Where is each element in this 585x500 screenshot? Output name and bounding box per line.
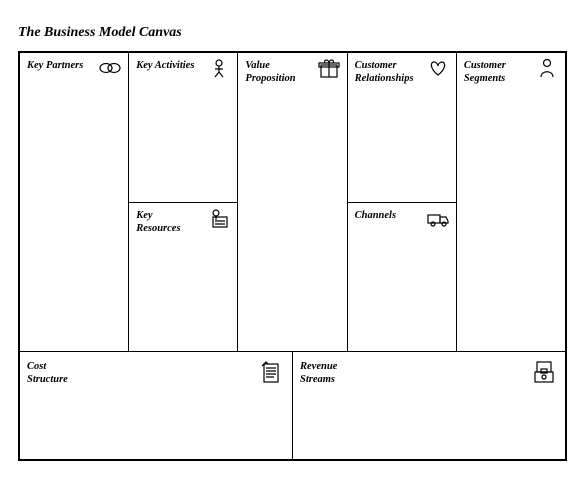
box-revenue-streams: Revenue Streams (293, 352, 565, 459)
label-customer-segments: Customer Segments (464, 59, 524, 85)
resource-icon (205, 207, 233, 229)
label-key-resources: Key Resources (136, 209, 196, 235)
col-relationships-channels: Customer Relationships Channels (348, 53, 457, 351)
cash-icon (529, 358, 557, 386)
label-customer-relationships: Customer Relationships (355, 59, 415, 85)
label-key-activities: Key Activities (136, 59, 196, 72)
bottom-section: Cost Structure Revenue Streams (20, 351, 565, 459)
col-value-proposition: Value Proposition (238, 53, 347, 351)
box-key-partners: Key Partners (20, 53, 128, 351)
box-customer-segments: Customer Segments (457, 53, 565, 351)
business-model-canvas: Key Partners Key Activities (18, 51, 567, 461)
col-customer-segments: Customer Segments (457, 53, 565, 351)
person-icon (533, 57, 561, 79)
col-key-partners: Key Partners (20, 53, 129, 351)
box-cost-structure: Cost Structure (20, 352, 293, 459)
label-revenue-streams: Revenue Streams (300, 360, 360, 386)
box-channels: Channels (348, 203, 456, 352)
canvas-title: The Business Model Canvas (18, 25, 567, 41)
link-icon (96, 57, 124, 79)
box-key-resources: Key Resources (129, 203, 237, 352)
activity-icon (205, 57, 233, 79)
truck-icon (424, 207, 452, 229)
tag-icon (256, 358, 284, 386)
gift-icon (315, 57, 343, 79)
label-value-proposition: Value Proposition (245, 59, 305, 85)
label-channels: Channels (355, 209, 415, 222)
label-key-partners: Key Partners (27, 59, 87, 72)
top-section: Key Partners Key Activities (20, 53, 565, 351)
box-customer-relationships: Customer Relationships (348, 53, 456, 203)
label-cost-structure: Cost Structure (27, 360, 87, 386)
heart-icon (424, 57, 452, 79)
box-key-activities: Key Activities (129, 53, 237, 203)
col-activities-resources: Key Activities Key Resources (129, 53, 238, 351)
box-value-proposition: Value Proposition (238, 53, 346, 351)
